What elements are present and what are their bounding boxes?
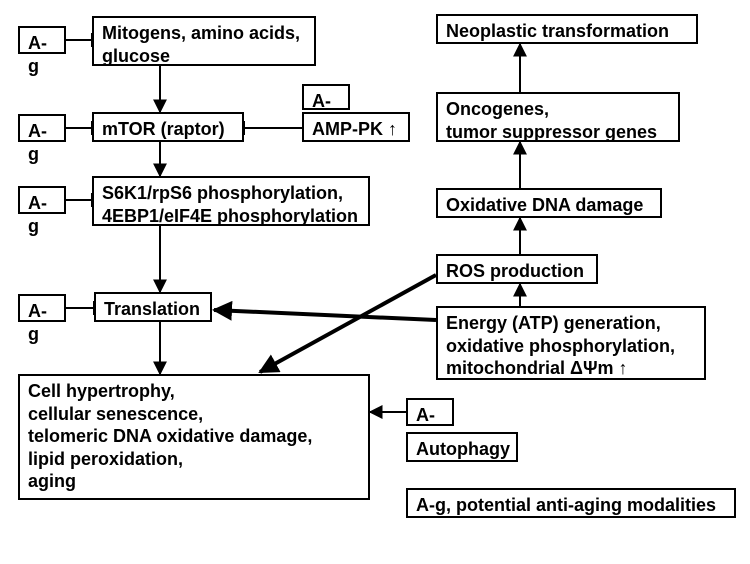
label: Autophagy	[416, 439, 510, 459]
node-ag-4: A-g	[18, 294, 66, 322]
label: Energy (ATP) generation, oxidative phosp…	[446, 313, 675, 378]
node-ag-2: A-g	[18, 114, 66, 142]
label: Translation	[104, 299, 200, 319]
label: AMP-PK ↑	[312, 119, 397, 139]
node-legend: A-g, potential anti-aging modalities	[406, 488, 736, 518]
node-neoplastic: Neoplastic transformation	[436, 14, 698, 44]
node-translation: Translation	[94, 292, 212, 322]
node-ag-top-right: A-g	[302, 84, 350, 110]
node-ros: ROS production	[436, 254, 598, 284]
label: A-g	[28, 121, 47, 164]
diagram-canvas: A-g Mitogens, amino acids, glucose A-g A…	[0, 0, 750, 564]
node-ag-3: A-g	[18, 186, 66, 214]
label: A-g	[28, 193, 47, 236]
node-amp-pk: AMP-PK ↑	[302, 112, 410, 142]
label: Oxidative DNA damage	[446, 195, 643, 215]
label: Neoplastic transformation	[446, 21, 669, 41]
label: mTOR (raptor)	[102, 119, 225, 139]
node-mtor: mTOR (raptor)	[92, 112, 244, 142]
label: Oncogenes, tumor suppressor genes	[446, 99, 657, 142]
label: A-g	[28, 301, 47, 344]
node-phosphorylation: S6K1/rpS6 phosphorylation, 4EBP1/eIF4E p…	[92, 176, 370, 226]
node-ag-5: A-g	[406, 398, 454, 426]
node-oncogenes: Oncogenes, tumor suppressor genes	[436, 92, 680, 142]
node-autophagy: Autophagy	[406, 432, 518, 462]
node-ag-1: A-g	[18, 26, 66, 54]
node-mitogens: Mitogens, amino acids, glucose	[92, 16, 316, 66]
label: ROS production	[446, 261, 584, 281]
node-hypertrophy: Cell hypertrophy, cellular senescence, t…	[18, 374, 370, 500]
label: A-g, potential anti-aging modalities	[416, 495, 716, 515]
node-energy: Energy (ATP) generation, oxidative phosp…	[436, 306, 706, 380]
label: S6K1/rpS6 phosphorylation, 4EBP1/eIF4E p…	[102, 183, 358, 226]
node-oxidative-dna: Oxidative DNA damage	[436, 188, 662, 218]
label: A-g	[28, 33, 47, 76]
label: Cell hypertrophy, cellular senescence, t…	[28, 381, 312, 491]
edge-ros-to-translation	[260, 275, 436, 372]
label: Mitogens, amino acids, glucose	[102, 23, 300, 66]
edge-energy-to-translation	[214, 310, 436, 320]
